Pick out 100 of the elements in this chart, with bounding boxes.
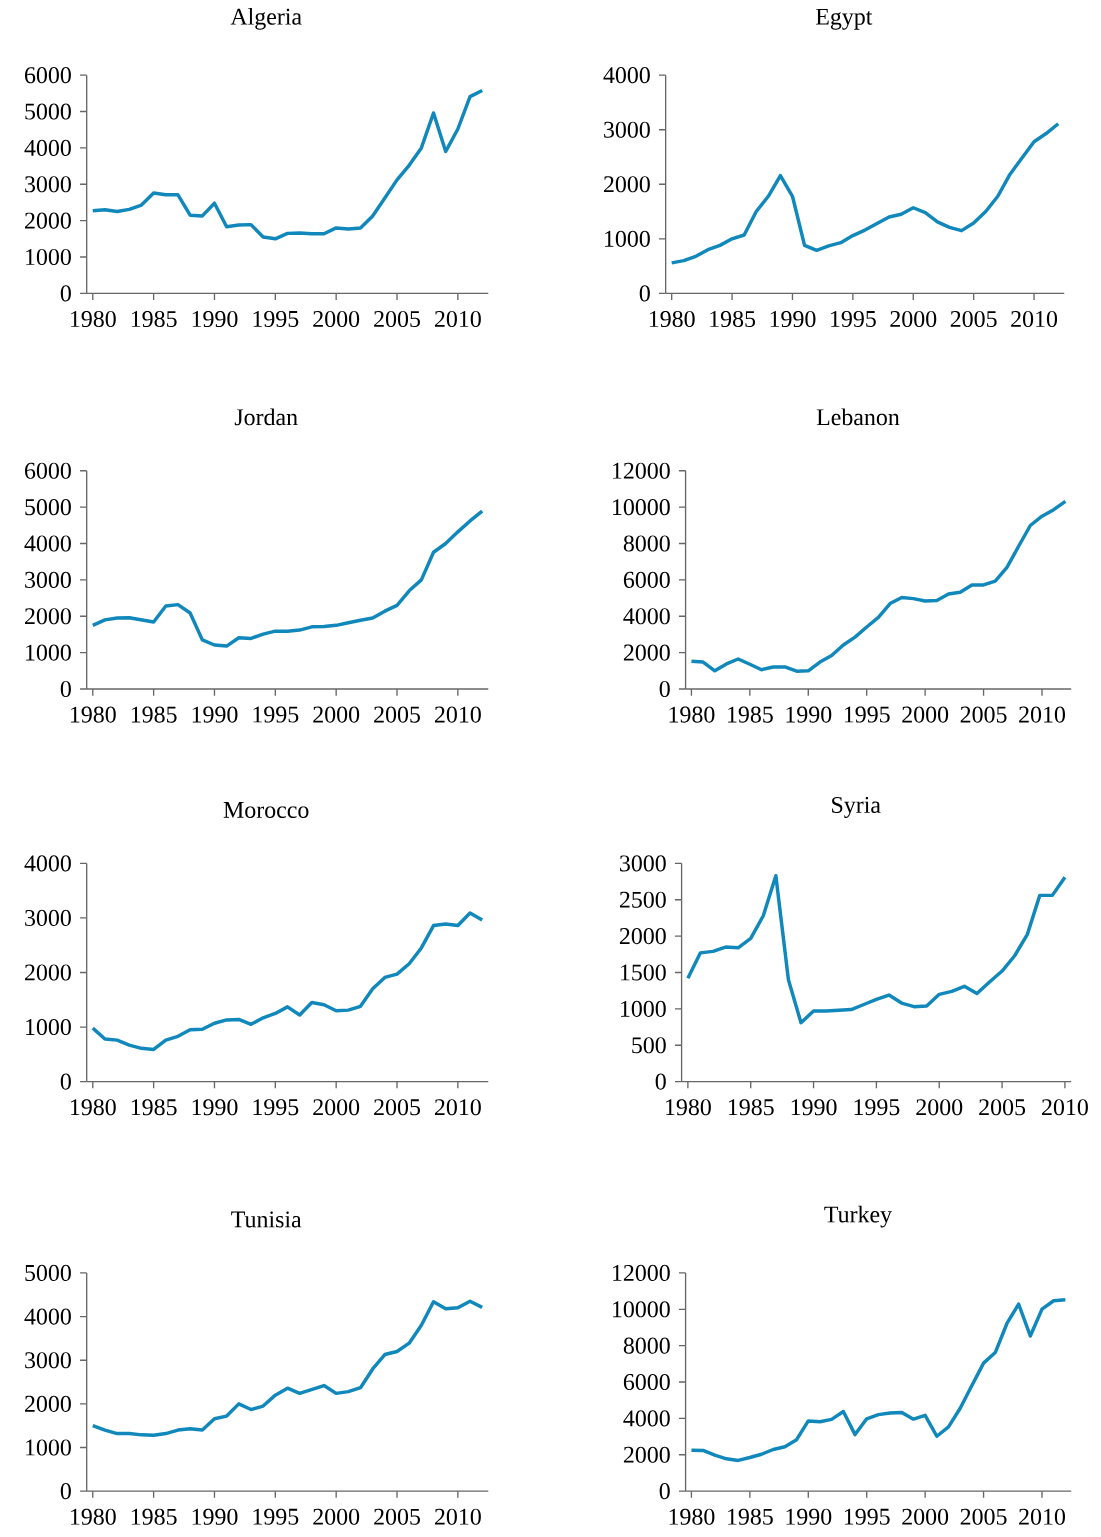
- x-tick-label: 1990: [192, 1508, 238, 1525]
- line-series: [91, 911, 484, 1052]
- y-tick-label: 4000: [24, 1308, 71, 1325]
- x-tick-label: 2000: [313, 310, 360, 328]
- chart-title: Tunisia: [231, 1211, 302, 1228]
- y-tick-label: 10000: [612, 499, 670, 516]
- y-tick-label: 1000: [620, 1000, 666, 1017]
- y-tick-label: 1000: [26, 644, 71, 661]
- y-tick-label: 6000: [24, 67, 71, 84]
- y-tick-label: 0: [60, 1073, 71, 1090]
- x-tick-label: 2005: [979, 1099, 1026, 1116]
- x-tick-label: 2010: [1019, 706, 1065, 723]
- x-tick-label: 1995: [844, 1508, 890, 1525]
- y-tick-label: 10000: [612, 1301, 670, 1318]
- y-tick-label: 0: [639, 285, 650, 302]
- y-tick-label: 4000: [24, 139, 71, 156]
- x-tick-label: 1990: [192, 706, 238, 723]
- x-tick-label: 1980: [70, 1508, 116, 1525]
- y-tick-label: 0: [60, 680, 71, 698]
- x-tick-label: 1980: [70, 310, 116, 328]
- x-tick-label: 1990: [786, 706, 832, 723]
- x-tick-label: 1980: [70, 706, 116, 723]
- x-tick-label: 1980: [666, 1099, 711, 1116]
- y-tick-label: 0: [655, 1073, 666, 1090]
- x-tick-label: 2005: [374, 1099, 420, 1116]
- x-tick-label: 1985: [131, 310, 177, 328]
- x-tick-label: 2005: [374, 310, 420, 328]
- y-tick-label: 6000: [623, 1373, 670, 1391]
- y-tick-label: 2000: [623, 644, 670, 661]
- line-series: [686, 874, 1067, 1025]
- chart-title: Syria: [832, 796, 881, 818]
- x-tick-label: 1980: [70, 1099, 116, 1116]
- y-tick-label: 8000: [623, 535, 670, 552]
- y-tick-label: 3000: [25, 176, 71, 193]
- y-tick-label: 2000: [24, 1395, 71, 1412]
- x-tick-label: 1990: [192, 310, 238, 328]
- y-tick-label: 2500: [619, 891, 666, 908]
- x-tick-label: 2010: [434, 310, 481, 328]
- x-tick-label: 1990: [791, 1099, 837, 1116]
- x-tick-label: 1980: [649, 310, 695, 328]
- y-tick-label: 5000: [25, 1264, 71, 1281]
- x-tick-label: 1985: [710, 310, 756, 328]
- y-tick-label: 2000: [603, 176, 650, 193]
- y-tick-label: 1000: [605, 230, 650, 247]
- line-series: [689, 499, 1068, 673]
- y-tick-label: 2000: [24, 964, 71, 981]
- x-tick-label: 1990: [192, 1099, 238, 1116]
- x-tick-label: 2000: [313, 1099, 360, 1116]
- x-tick-label: 1995: [854, 1099, 900, 1116]
- x-tick-label: 2000: [916, 1099, 963, 1116]
- x-tick-label: 2005: [960, 1508, 1007, 1525]
- x-tick-label: 1995: [253, 310, 299, 327]
- chart-title: Jordan: [234, 408, 298, 426]
- y-tick-label: 4000: [24, 855, 71, 872]
- y-tick-label: 3000: [604, 121, 650, 138]
- y-tick-label: 2000: [24, 212, 71, 229]
- y-tick-label: 5000: [25, 499, 71, 516]
- y-tick-label: 0: [60, 1483, 71, 1500]
- x-tick-label: 1995: [253, 706, 299, 723]
- y-tick-label: 0: [60, 285, 71, 302]
- y-tick-label: 4000: [623, 1410, 670, 1427]
- x-tick-label: 2010: [434, 1508, 481, 1525]
- x-tick-label: 2005: [374, 706, 420, 723]
- y-tick-label: 3000: [25, 909, 71, 926]
- x-tick-label: 1995: [844, 706, 890, 723]
- y-tick-label: 0: [659, 680, 670, 698]
- y-tick-label: 12000: [612, 1264, 670, 1281]
- x-tick-label: 2000: [313, 1508, 360, 1525]
- y-tick-label: 2000: [24, 608, 71, 625]
- y-tick-label: 6000: [24, 462, 71, 479]
- x-tick-label: 1985: [131, 1508, 177, 1525]
- y-tick-label: 4000: [24, 535, 71, 552]
- x-tick-label: 2010: [1042, 1099, 1088, 1116]
- x-tick-label: 1985: [131, 706, 177, 723]
- x-tick-label: 1995: [253, 1099, 299, 1116]
- x-tick-label: 1995: [253, 1508, 299, 1525]
- line-series: [669, 121, 1060, 265]
- x-tick-label: 2005: [960, 706, 1007, 723]
- y-tick-label: 2000: [619, 928, 666, 945]
- x-tick-label: 2010: [434, 1099, 481, 1116]
- line-series: [91, 88, 484, 241]
- x-tick-label: 2005: [374, 1508, 420, 1525]
- x-tick-label: 1980: [669, 706, 715, 723]
- x-tick-label: 1985: [131, 1099, 177, 1116]
- x-tick-label: 1985: [728, 1099, 774, 1116]
- x-tick-label: 2000: [902, 706, 949, 723]
- y-tick-label: 6000: [623, 571, 670, 588]
- y-tick-label: 5000: [25, 103, 71, 120]
- y-tick-label: 8000: [623, 1337, 670, 1354]
- chart-title: Morocco: [223, 802, 309, 818]
- x-tick-label: 1990: [770, 310, 816, 328]
- x-tick-label: 1980: [669, 1508, 715, 1525]
- x-tick-label: 2000: [890, 310, 937, 328]
- y-tick-label: 2000: [623, 1446, 670, 1463]
- x-tick-label: 1995: [831, 310, 876, 327]
- y-tick-label: 1000: [26, 248, 71, 266]
- chart-title: Algeria: [230, 7, 302, 30]
- y-tick-label: 1000: [26, 1439, 71, 1456]
- y-tick-label: 500: [632, 1037, 666, 1054]
- x-tick-label: 1990: [786, 1508, 832, 1525]
